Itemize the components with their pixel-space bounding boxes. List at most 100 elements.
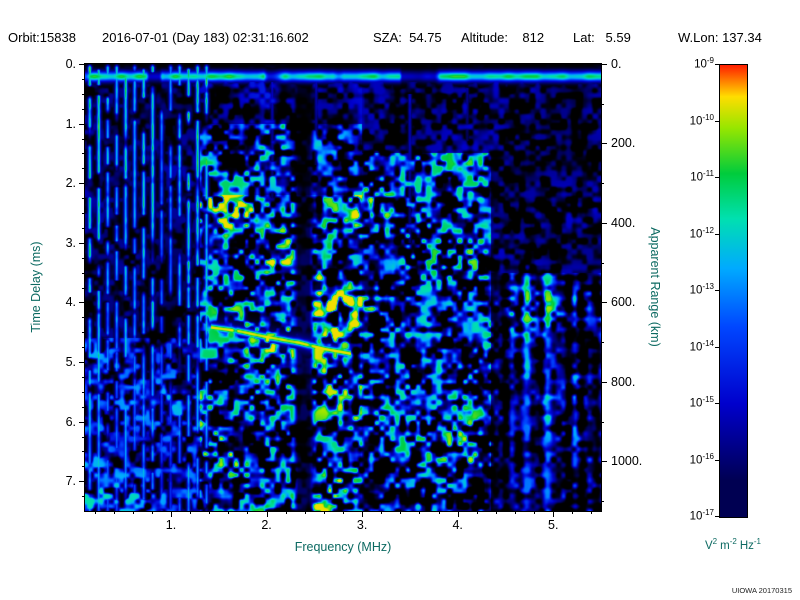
axis-tick <box>79 362 85 363</box>
axis-tick <box>362 511 364 517</box>
y-tick-label-left: 3. <box>65 235 76 250</box>
y-tick-label-right: 400. <box>611 215 636 230</box>
axis-tick <box>304 511 306 514</box>
axis-tick <box>79 242 85 244</box>
axis-tick <box>79 64 85 65</box>
axis-tick <box>601 64 607 65</box>
axis-tick <box>601 501 604 503</box>
axis-tick <box>79 421 85 423</box>
axis-tick <box>82 227 85 229</box>
axis-tick <box>82 347 85 349</box>
y-tick-label-left: 6. <box>65 414 76 429</box>
colorbar-tick-label: 10-11 <box>690 168 714 184</box>
y-tick-label-right: 600. <box>611 295 636 310</box>
axis-tick <box>79 481 85 483</box>
y-tick-label-left: 1. <box>65 116 76 131</box>
altitude-label: Altitude: 812 <box>461 30 545 45</box>
axis-tick <box>82 93 85 95</box>
axis-tick <box>601 222 607 224</box>
axis-tick <box>94 511 96 514</box>
axis-tick <box>601 461 607 463</box>
colorbar-tick <box>715 403 719 404</box>
axis-tick <box>113 511 115 514</box>
y-tick-label-right: 200. <box>611 136 636 151</box>
wlon-label: W.Lon: 137.34 <box>678 30 762 45</box>
axis-tick <box>190 511 192 514</box>
axis-tick <box>601 302 607 304</box>
axis-tick <box>82 198 85 200</box>
axis-tick <box>495 511 497 514</box>
x-axis-title: Frequency (MHz) <box>294 540 392 554</box>
colorbar-unit-label: V2 m-2 Hz-1 <box>704 537 762 552</box>
axis-tick <box>247 511 249 514</box>
axis-tick <box>79 183 85 185</box>
axis-tick <box>82 108 85 110</box>
colorbar-tick-label: 10-15 <box>689 394 714 410</box>
axis-tick <box>79 302 85 304</box>
axis-tick <box>82 272 85 274</box>
axis-tick <box>601 262 604 264</box>
axis-tick <box>171 511 172 517</box>
axis-tick <box>285 511 287 514</box>
axis-tick <box>82 436 85 438</box>
colorbar-tick-label: 10-10 <box>689 112 714 128</box>
colorbar-tick <box>715 459 719 461</box>
colorbar-tick-label: 10-13 <box>689 281 714 297</box>
colorbar-tick <box>715 290 719 291</box>
axis-tick <box>476 511 478 514</box>
axis-tick <box>82 376 85 378</box>
y-tick-label-left: 0. <box>65 57 76 71</box>
axis-tick <box>457 511 459 517</box>
colorbar-tick <box>715 346 719 348</box>
y-tick-label-right: 800. <box>611 374 636 389</box>
axis-tick <box>82 153 85 155</box>
axis-tick <box>82 466 85 468</box>
axis-tick <box>381 511 383 514</box>
colorbar-tick-label: 10-17 <box>689 507 714 523</box>
ionogram-canvas <box>85 64 601 511</box>
axis-tick <box>82 287 85 289</box>
axis-tick <box>601 342 604 344</box>
axis-tick <box>419 511 421 514</box>
colorbar-tick <box>715 64 719 65</box>
axis-tick <box>79 123 85 125</box>
orbit-label: Orbit:15838 <box>8 30 76 45</box>
axis-tick <box>82 257 85 259</box>
axis-tick <box>591 511 593 514</box>
axis-tick <box>228 511 230 514</box>
axis-tick <box>534 511 536 514</box>
ionogram-heatmap <box>84 63 602 512</box>
y-tick-label-left: 2. <box>65 176 76 191</box>
x-tick-label: 5. <box>548 518 559 532</box>
axis-tick <box>82 406 85 408</box>
colorbar-tick <box>715 516 719 517</box>
axis-tick <box>151 511 153 514</box>
axis-tick <box>266 511 268 517</box>
axis-tick <box>209 511 211 514</box>
axis-tick <box>82 391 85 393</box>
lat-label: Lat: 5.59 <box>573 30 631 45</box>
x-tick-label: 1. <box>165 518 177 532</box>
axis-tick <box>323 511 325 514</box>
axis-tick <box>82 213 85 214</box>
datetime-label: 2016-07-01 (Day 183) 02:31:16.602 <box>102 30 309 45</box>
colorbar-tick <box>715 120 719 122</box>
axis-tick <box>572 511 574 514</box>
axis-tick <box>400 511 402 514</box>
colorbar-tick <box>715 233 719 235</box>
axis-tick <box>82 138 85 140</box>
axis-tick <box>82 317 85 319</box>
axis-tick <box>343 511 344 514</box>
axis-tick <box>601 381 607 383</box>
x-tick-label: 4. <box>452 518 463 532</box>
y-axis-title-left: Time Delay (ms) <box>29 241 43 333</box>
colorbar-tick-label: 10-9 <box>694 55 714 71</box>
axis-tick <box>553 511 555 517</box>
y-tick-label-left: 5. <box>65 355 76 369</box>
y-tick-label-left: 7. <box>65 474 76 489</box>
colorbar-tick-label: 10-16 <box>689 451 714 467</box>
colorbar-tick <box>715 177 719 178</box>
axis-tick <box>601 143 607 145</box>
sza-label: SZA: 54.75 <box>373 30 442 45</box>
